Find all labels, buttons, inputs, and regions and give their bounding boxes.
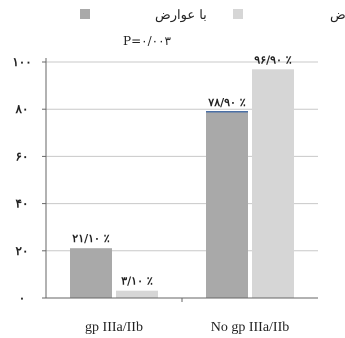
category-label: No gp IIIa/IIb — [211, 320, 290, 335]
data-label: ۲۱/۱۰ ٪ — [72, 232, 109, 245]
bar — [70, 248, 112, 298]
y-tick-label: ۲۰ — [16, 244, 29, 258]
axes — [42, 58, 318, 302]
labels: ۰ ۲۰ ۴۰ ۶۰ ۸۰ ۱۰۰ ۲۱/۱۰ ٪ ۳/۱۰ ٪ gp IIIa/IIb ۷۸/۹… — [12, 53, 291, 335]
y-tick-label: ۶۰ — [16, 149, 29, 163]
y-tick-label: ۴۰ — [16, 197, 29, 211]
data-label: ۹۶/۹۰ ٪ — [254, 53, 291, 66]
legend-swatch-without-complications — [233, 9, 243, 19]
data-label: ۳/۱۰ ٪ — [121, 275, 153, 288]
category-label: gp IIIa/IIb — [85, 320, 143, 335]
bar — [206, 111, 248, 299]
bar — [252, 69, 294, 298]
legend-label-with-complications: با عوارض — [155, 8, 207, 23]
y-tick-label: ۰ — [19, 291, 25, 305]
legend-swatch-with-complications — [80, 9, 90, 19]
p-value-annotation: P=۰/۰۰۳ — [123, 34, 172, 48]
legend: با عوارض بدون عوارض — [80, 8, 345, 23]
bar — [116, 290, 158, 298]
bars — [70, 69, 294, 299]
y-tick-label: ۸۰ — [15, 102, 29, 116]
data-label: ۷۸/۹۰ ٪ — [207, 96, 245, 109]
y-tick-label: ۱۰۰ — [12, 55, 31, 69]
legend-label-without-complications: بدون عوارض — [330, 8, 345, 23]
